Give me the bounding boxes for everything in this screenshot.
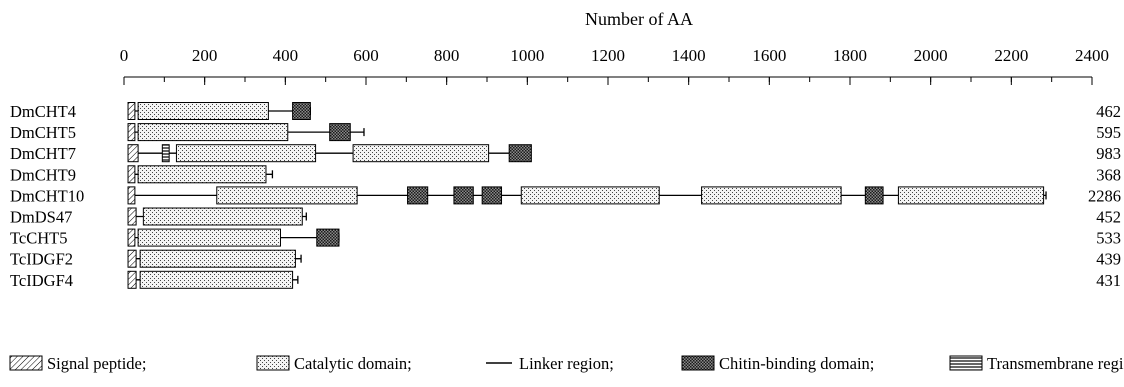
legend-label: Signal peptide;: [47, 354, 146, 373]
protein-row: DmCHT9 368: [10, 165, 1121, 184]
legend: Signal peptide; Catalytic domain; Linker r…: [9, 354, 1124, 373]
protein-row: DmDS47 452: [10, 207, 1121, 227]
protein-name: DmCHT9: [10, 165, 76, 184]
signal-domain: [127, 249, 137, 268]
catalytic-domain: [142, 207, 303, 226]
chitin-domain: [407, 186, 429, 205]
signal-domain: [127, 228, 136, 247]
protein-length: 533: [1096, 229, 1121, 248]
axis-tick-label: 1400: [672, 46, 706, 65]
legend-swatch: [256, 355, 290, 371]
protein-name: DmCHT10: [10, 186, 84, 205]
protein-name: TcIDGF2: [10, 250, 73, 269]
signal-domain: [127, 102, 136, 120]
x-axis: 0 200 400 600 800 1000 1200 1400 1600 1800 2000 220…: [120, 46, 1109, 85]
chitin-domain: [508, 144, 532, 163]
axis-tick-label: 1200: [591, 46, 625, 65]
protein-row: TcCHT5 533: [10, 228, 1121, 248]
protein-length: 452: [1096, 208, 1121, 227]
catalytic-domain: [175, 144, 317, 163]
catalytic-domain: [137, 123, 289, 142]
protein-length: 431: [1096, 271, 1121, 290]
axis-tick-label: 2400: [1075, 46, 1109, 65]
axis-tick-label: 2200: [994, 46, 1028, 65]
chitin-domain: [329, 123, 351, 142]
chitin-domain: [316, 228, 340, 247]
protein-name: DmCHT5: [10, 123, 76, 142]
catalytic-domain: [137, 228, 281, 247]
chitin-domain: [481, 186, 503, 205]
catalytic-domain: [139, 270, 294, 289]
legend-swatch: [681, 355, 715, 371]
axis-tick-label: 1800: [833, 46, 867, 65]
legend-item-chitin: Chitin-binding domain;: [681, 354, 874, 373]
signal-domain: [127, 165, 136, 184]
axis-tick-label: 1600: [752, 46, 786, 65]
axis-tick-label: 0: [120, 46, 129, 65]
protein-row: DmCHT5 595: [10, 123, 1121, 142]
axis-tick-label: 2000: [914, 46, 948, 65]
catalytic-domain: [520, 186, 660, 205]
legend-swatch: [949, 355, 983, 371]
protein-name: DmCHT7: [10, 144, 76, 163]
signal-domain: [127, 144, 139, 163]
protein-length: 462: [1096, 102, 1121, 121]
legend-item-linker: Linker region;: [486, 354, 614, 373]
protein-row: DmCHT7 983: [10, 144, 1121, 163]
axis-tick-label: 800: [434, 46, 460, 65]
axis-tick-label: 1000: [510, 46, 544, 65]
legend-label: Transmembrane region.: [987, 354, 1124, 373]
protein-row: DmCHT4 462: [10, 102, 1121, 121]
axis-tick-label: 400: [273, 46, 299, 65]
protein-length: 368: [1096, 165, 1121, 184]
signal-domain: [127, 207, 137, 226]
catalytic-domain: [137, 165, 267, 184]
legend-label: Catalytic domain;: [294, 354, 412, 373]
legend-item-transmembrane: Transmembrane region.: [949, 354, 1124, 373]
protein-length: 2286: [1088, 186, 1121, 205]
chitin-domain: [453, 186, 474, 205]
chitin-domain: [864, 186, 884, 205]
axis-tick-label: 200: [192, 46, 218, 65]
catalytic-domain: [897, 186, 1045, 205]
protein-name: DmCHT4: [10, 102, 76, 121]
protein-length: 595: [1096, 123, 1121, 142]
axis-tick-label: 600: [353, 46, 379, 65]
signal-domain: [127, 186, 136, 205]
protein-name: TcIDGF4: [10, 271, 73, 290]
catalytic-domain: [701, 186, 842, 205]
protein-row: DmCHT10 2286: [10, 186, 1121, 205]
catalytic-domain: [352, 144, 490, 163]
signal-domain: [127, 123, 136, 142]
protein-length: 983: [1096, 144, 1121, 163]
protein-name: DmDS47: [10, 208, 72, 227]
protein-length: 439: [1096, 250, 1121, 269]
protein-name: TcCHT5: [10, 229, 68, 248]
legend-swatch: [9, 355, 43, 371]
catalytic-domain: [216, 186, 358, 205]
protein-row: TcIDGF4 431: [10, 270, 1121, 290]
legend-item-catalytic: Catalytic domain;: [256, 354, 412, 373]
chitin-domain: [292, 102, 311, 120]
legend-label: Chitin-binding domain;: [719, 354, 874, 373]
transmembrane-domain: [161, 144, 170, 163]
catalytic-domain: [139, 249, 296, 268]
signal-domain: [127, 270, 137, 289]
protein-row: TcIDGF2 439: [10, 249, 1121, 269]
legend-item-signal: Signal peptide;: [9, 354, 146, 373]
catalytic-domain: [137, 102, 269, 120]
axis-title: Number of AA: [585, 9, 693, 29]
legend-label: Linker region;: [519, 354, 614, 373]
